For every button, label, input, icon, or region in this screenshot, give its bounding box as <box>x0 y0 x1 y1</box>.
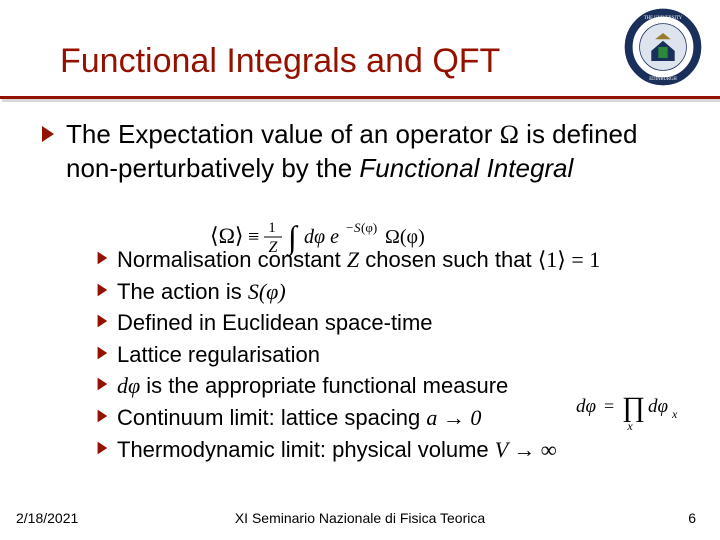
sub-bullet-text: Thermodynamic limit: physical volume V →… <box>117 436 557 465</box>
math-omega: Ω <box>500 120 519 149</box>
formula-product: dφ = ∏ x dφ x <box>576 388 696 438</box>
footer-page-number: 6 <box>688 510 696 526</box>
svg-text:x: x <box>671 407 678 421</box>
svg-text:−: − <box>346 220 353 235</box>
sub-bullet-text: Defined in Euclidean space-time <box>117 309 433 338</box>
svg-text:dφ: dφ <box>576 396 596 417</box>
text-fragment: Lattice regularisation <box>117 342 320 367</box>
sub-bullet-item: Thermodynamic limit: physical volume V →… <box>96 436 680 465</box>
sub-bullet-item: Defined in Euclidean space-time <box>96 309 680 338</box>
bullet-text: The Expectation value of an operator Ω i… <box>66 118 680 184</box>
slide: THE UNIVERSITY EDINBURGH Functional Inte… <box>0 0 720 540</box>
arrow-bullet-icon <box>40 124 60 149</box>
math-fragment: dφ <box>117 373 140 398</box>
slide-body: The Expectation value of an operator Ω i… <box>40 118 680 467</box>
svg-text:∫: ∫ <box>286 219 299 257</box>
slide-footer: 2/18/2021 XI Seminario Nazionale di Fisi… <box>0 510 720 526</box>
svg-text:≡: ≡ <box>248 226 259 248</box>
svg-text:(φ): (φ) <box>361 220 377 235</box>
svg-text:∏: ∏ <box>622 392 645 423</box>
sub-bullet-text: Lattice regularisation <box>117 341 320 370</box>
title-underline-shadow <box>2 99 720 102</box>
arrow-bullet-icon <box>96 313 112 334</box>
slide-title: Functional Integrals and QFT <box>60 42 500 81</box>
sub-bullet-text: Continuum limit: lattice spacing a → 0 <box>117 404 481 433</box>
math-fragment: ⟨1⟩ = 1 <box>538 247 601 272</box>
sub-bullet-item: Lattice regularisation <box>96 341 680 370</box>
math-fragment: a → 0 <box>426 405 481 430</box>
arrow-bullet-icon <box>96 345 112 366</box>
footer-date: 2/18/2021 <box>16 510 78 526</box>
formula-expectation: ⟨Ω⟩ ≡ 1 Z ∫ dφ e − S (φ) Ω(φ) <box>210 216 470 264</box>
svg-text:THE UNIVERSITY: THE UNIVERSITY <box>644 16 683 21</box>
arrow-bullet-icon <box>96 250 112 271</box>
sub-bullet-text: dφ is the appropriate functional measure <box>117 372 508 401</box>
arrow-bullet-icon <box>96 440 112 461</box>
svg-text:=: = <box>604 396 614 416</box>
sub-bullet-item: The action is S(φ) <box>96 278 680 307</box>
arrow-bullet-icon <box>96 376 112 397</box>
svg-text:Z: Z <box>269 239 279 256</box>
svg-text:⟨Ω⟩: ⟨Ω⟩ <box>210 223 244 248</box>
text-fragment: is the appropriate functional measure <box>140 373 508 398</box>
sub-bullet-text: The action is S(φ) <box>117 278 286 307</box>
text-fragment: Defined in Euclidean space-time <box>117 310 433 335</box>
svg-text:EDINBURGH: EDINBURGH <box>649 77 677 82</box>
math-fragment: S(φ) <box>248 279 286 304</box>
svg-text:Ω(φ): Ω(φ) <box>385 226 425 248</box>
svg-text:dφ e: dφ e <box>304 226 339 248</box>
svg-text:1: 1 <box>268 220 276 236</box>
arrow-bullet-icon <box>96 282 112 303</box>
text-fragment: The Expectation value of an operator <box>66 119 500 149</box>
math-fragment: V → ∞ <box>495 437 557 462</box>
text-fragment: The action is <box>117 279 248 304</box>
text-fragment: Thermodynamic limit: physical volume <box>117 437 495 462</box>
text-fragment: Continuum limit: lattice spacing <box>117 405 426 430</box>
text-italic: Functional Integral <box>359 153 573 183</box>
footer-venue: XI Seminario Nazionale di Fisica Teorica <box>235 510 485 526</box>
bullet-level1: The Expectation value of an operator Ω i… <box>40 118 680 184</box>
svg-text:dφ: dφ <box>648 396 668 417</box>
svg-text:x: x <box>626 419 633 432</box>
arrow-bullet-icon <box>96 408 112 429</box>
university-logo: THE UNIVERSITY EDINBURGH <box>624 8 702 86</box>
svg-text:S: S <box>354 220 361 235</box>
